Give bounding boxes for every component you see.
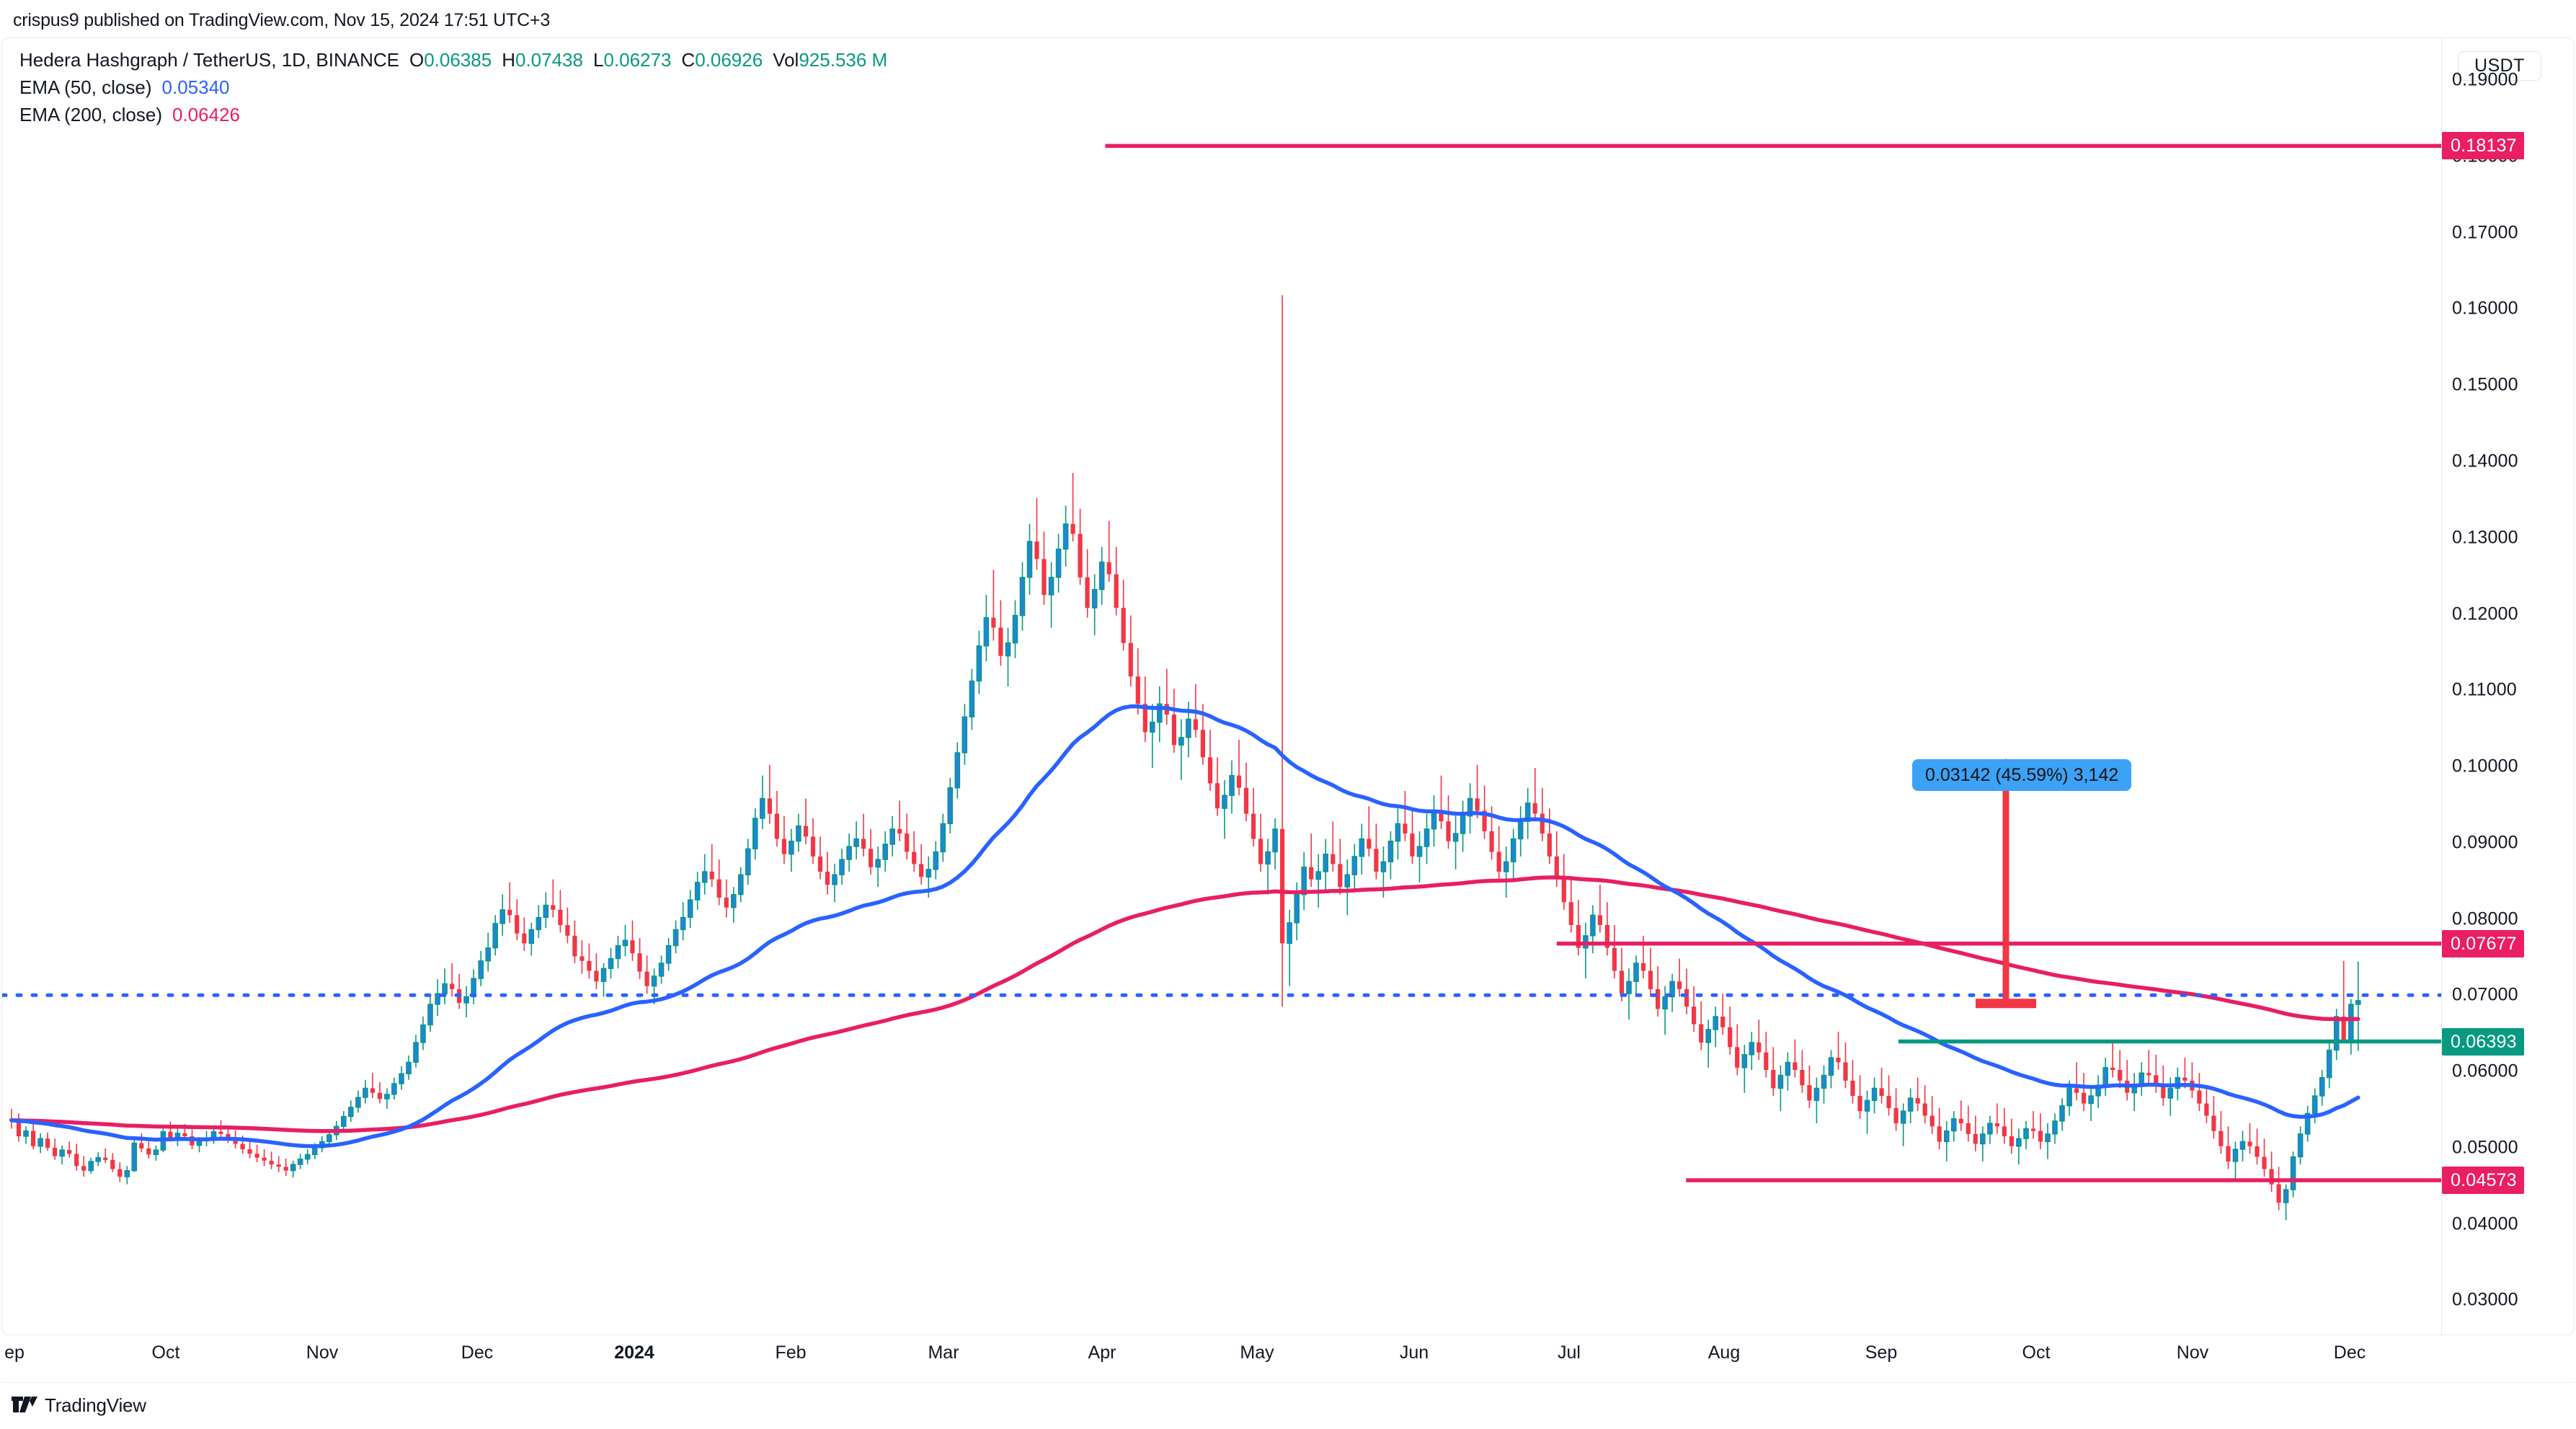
price-tick: 0.14000 — [2452, 451, 2518, 472]
legend-volume-value: 925.536 M — [799, 49, 888, 71]
legend-volume-label: Vol — [773, 49, 799, 71]
time-tick: Feb — [775, 1342, 807, 1363]
time-tick: ep — [4, 1342, 25, 1363]
time-tick: Dec — [2333, 1342, 2366, 1363]
time-tick: Oct — [151, 1342, 180, 1363]
chart-frame: Hedera Hashgraph / TetherUS, 1D, BINANCE… — [1, 37, 2575, 1335]
legend-close-value: 0.06926 — [695, 49, 763, 71]
legend-ema50-value: 0.05340 — [161, 76, 230, 98]
price-tick: 0.19000 — [2452, 69, 2518, 90]
price-badge[interactable]: 0.04573 — [2442, 1167, 2524, 1195]
price-tick: 0.05000 — [2452, 1137, 2518, 1158]
legend-ema200-name: EMA (200, close) — [19, 104, 162, 125]
price-tick: 0.06000 — [2452, 1061, 2518, 1081]
price-tick: 0.15000 — [2452, 374, 2518, 395]
legend-close-label: C — [681, 49, 696, 71]
price-tick: 0.09000 — [2452, 832, 2518, 853]
legend-ema50-row[interactable]: EMA (50, close) 0.05340 — [19, 74, 887, 100]
price-tick: 0.08000 — [2452, 908, 2518, 929]
legend-high-label: H — [502, 49, 515, 71]
tradingview-logo[interactable]: TradingView — [12, 1394, 146, 1417]
time-tick: Nov — [2176, 1342, 2209, 1363]
measurement-tooltip: 0.03142 (45.59%) 3,142 — [1912, 759, 2132, 791]
time-tick: Sep — [1865, 1342, 1898, 1363]
legend-ema50-name: EMA (50, close) — [19, 76, 152, 98]
legend-open-label: O — [409, 49, 425, 71]
time-tick: Apr — [1088, 1342, 1116, 1363]
price-tick: 0.04000 — [2452, 1213, 2518, 1234]
price-tick: 0.13000 — [2452, 527, 2518, 548]
price-tick: 0.11000 — [2452, 679, 2517, 700]
price-axis[interactable]: USDT 0.190000.180000.170000.160000.15000… — [2441, 38, 2574, 1335]
legend-ema200-row[interactable]: EMA (200, close) 0.06426 — [19, 102, 887, 128]
legend-high-value: 0.07438 — [515, 49, 583, 71]
ema-overlays — [9, 704, 2360, 1149]
legend-symbol-row[interactable]: Hedera Hashgraph / TetherUS, 1D, BINANCE… — [19, 47, 887, 73]
price-tick: 0.10000 — [2452, 756, 2518, 777]
time-tick: Dec — [461, 1342, 494, 1363]
time-tick: Mar — [928, 1342, 959, 1363]
price-tick: 0.07000 — [2452, 984, 2518, 1005]
legend-ema200-value: 0.06426 — [172, 104, 240, 125]
publish-attribution: crispus9 published on TradingView.com, N… — [13, 10, 551, 30]
chart-plot-area[interactable] — [2, 38, 2443, 1335]
time-tick: Oct — [2022, 1342, 2051, 1363]
legend-open-value: 0.06385 — [424, 49, 492, 71]
time-tick: Jun — [1399, 1342, 1429, 1363]
tradingview-logo-icon — [12, 1396, 37, 1412]
price-tick: 0.03000 — [2452, 1289, 2518, 1310]
currency-pill[interactable]: USDT — [2458, 51, 2541, 81]
price-badge[interactable]: 0.07677 — [2442, 929, 2524, 957]
price-badge[interactable]: 0.18137 — [2442, 132, 2524, 160]
tradingview-logo-text: TradingView — [45, 1394, 146, 1416]
time-tick: May — [1240, 1342, 1274, 1363]
legend-low-label: L — [592, 49, 604, 71]
time-tick: 2024 — [614, 1342, 654, 1363]
legend-symbol-label: Hedera Hashgraph / TetherUS, 1D, BINANCE — [19, 49, 399, 71]
time-tick: Jul — [1558, 1342, 1581, 1363]
price-tick: 0.12000 — [2452, 603, 2518, 624]
time-tick: Nov — [306, 1342, 339, 1363]
time-axis[interactable]: ep Oct Nov Dec 2024 Feb Mar Apr May Jun Jul Aug Sep O… — [1, 1335, 2575, 1383]
chart-legend: Hedera Hashgraph / TetherUS, 1D, BINANCE… — [19, 47, 887, 128]
horizontal-levels — [2, 143, 2443, 1182]
time-tick: Aug — [1707, 1342, 1741, 1363]
price-tick: 0.16000 — [2452, 298, 2518, 319]
price-badge[interactable]: 0.06393 — [2442, 1027, 2524, 1056]
candlestick-series — [9, 295, 2361, 1221]
price-tick: 0.17000 — [2452, 222, 2518, 243]
legend-low-value: 0.06273 — [603, 49, 672, 71]
